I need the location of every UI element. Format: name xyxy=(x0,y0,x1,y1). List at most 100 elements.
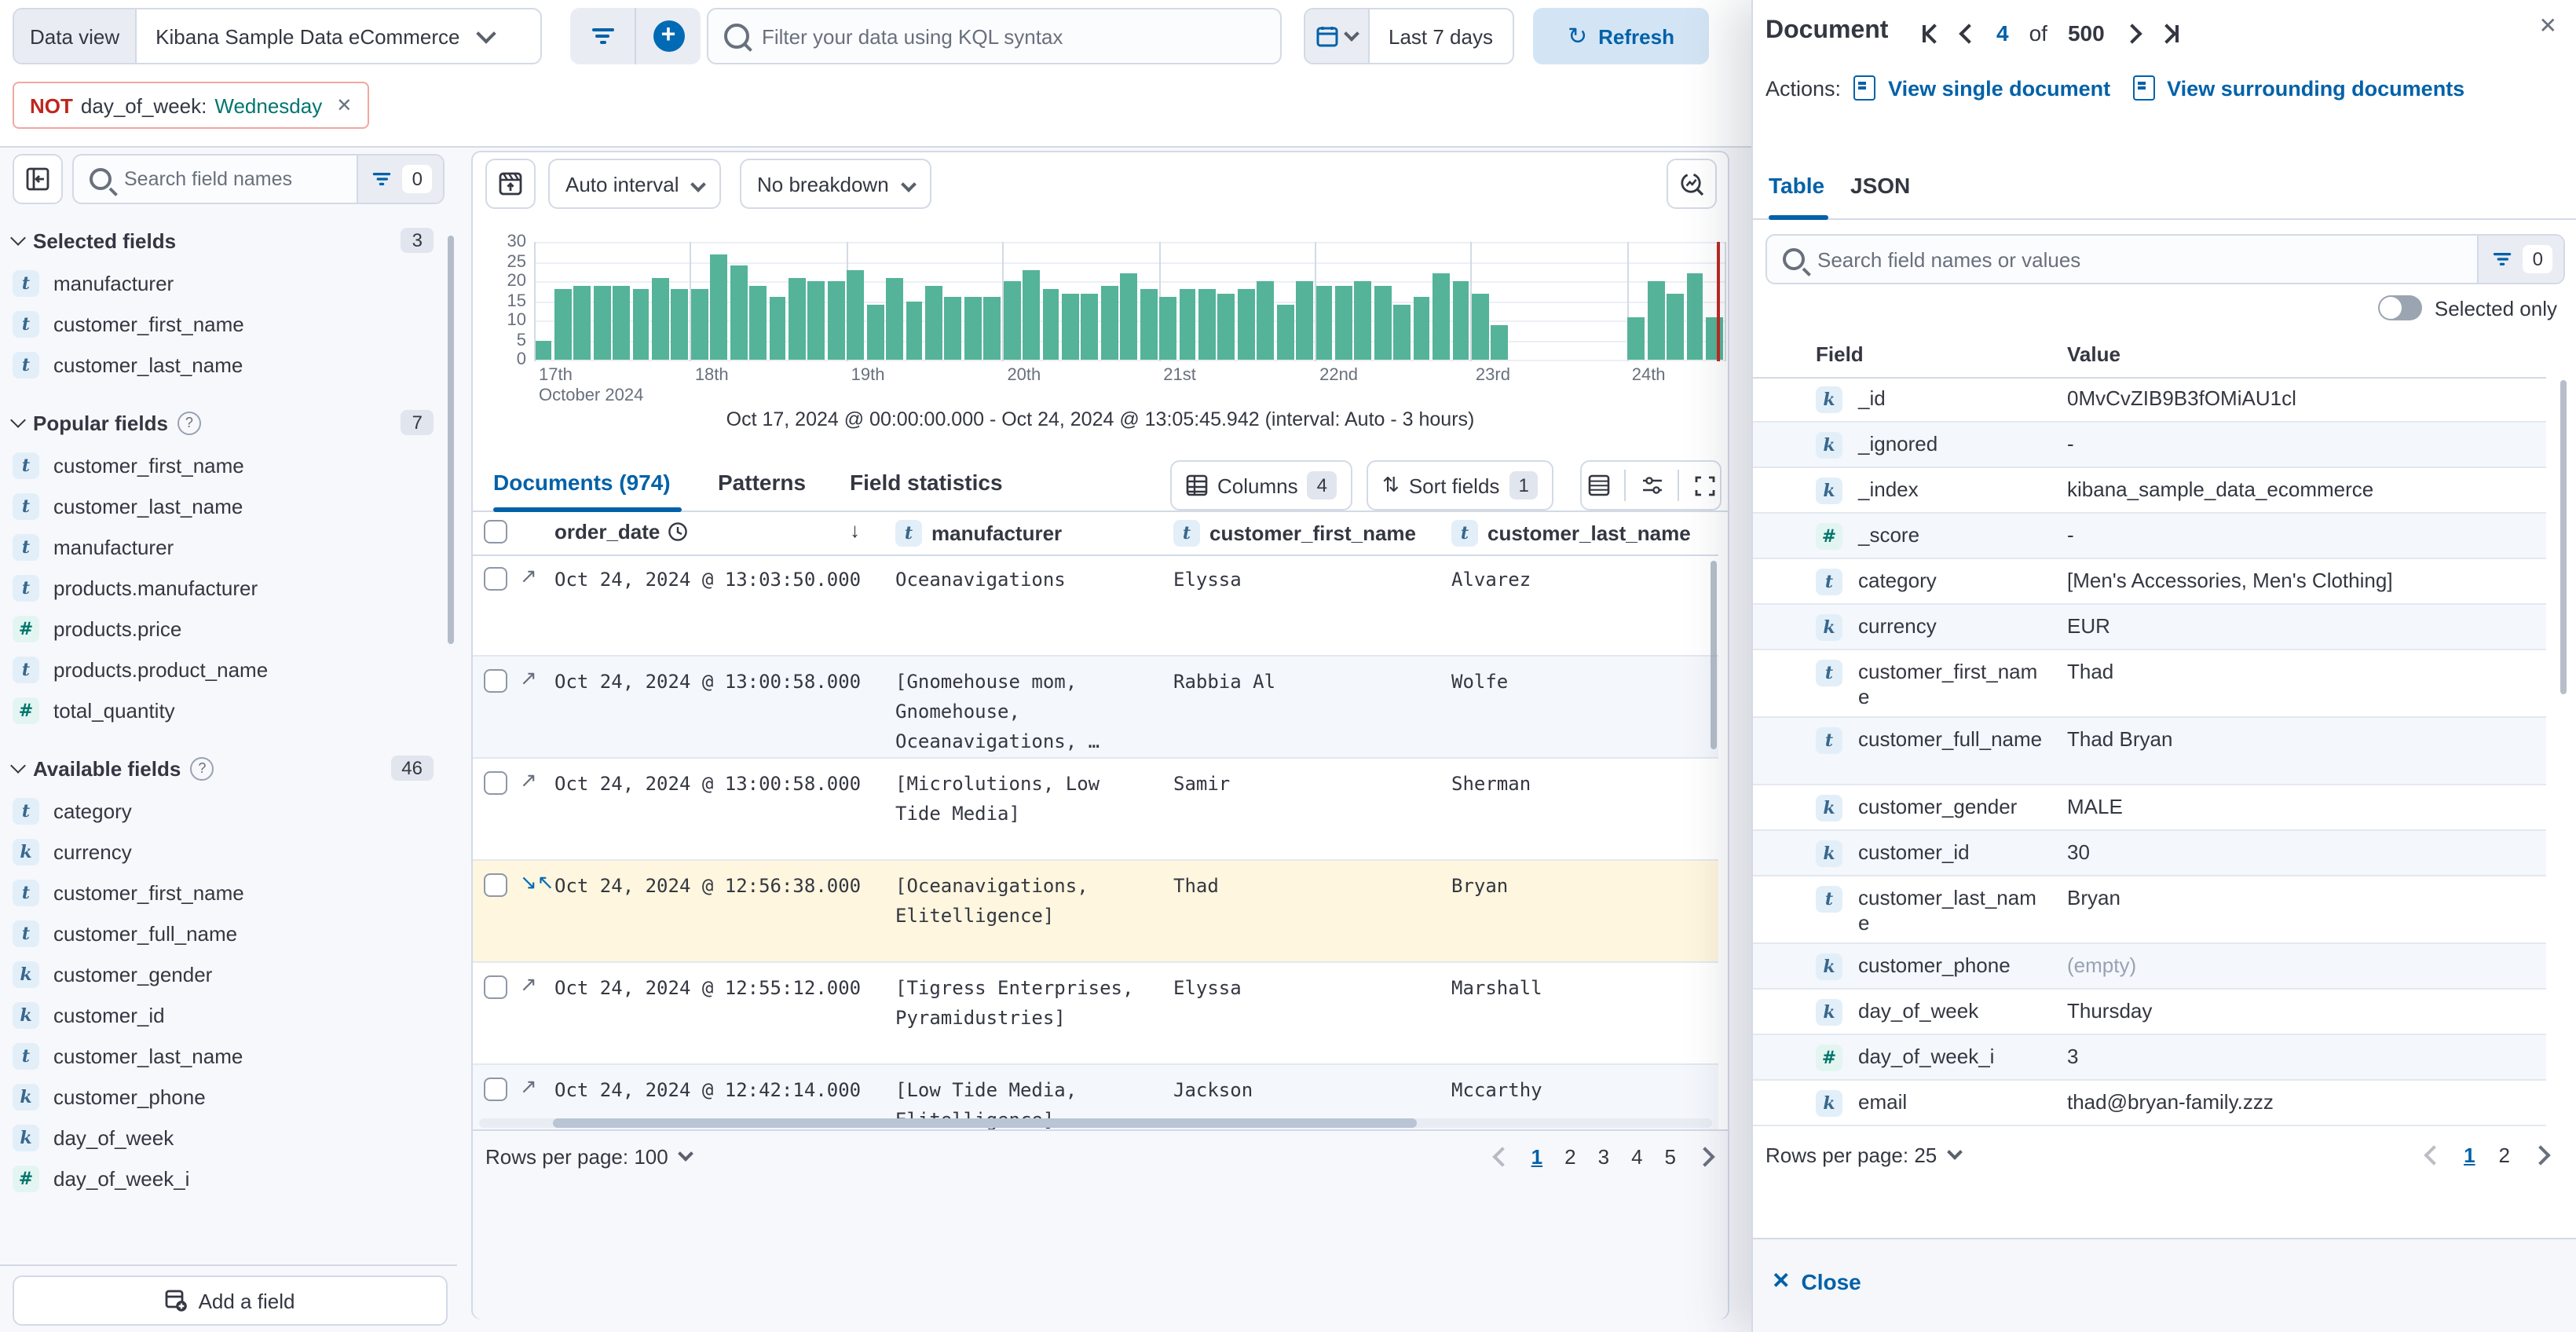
data-view-picker[interactable]: Data view Kibana Sample Data eCommerce xyxy=(13,8,542,64)
columns-button[interactable]: Columns 4 xyxy=(1170,460,1352,510)
histogram-bar[interactable] xyxy=(1491,324,1509,360)
cell-customer-first-name[interactable]: Rabbia Al xyxy=(1173,671,1276,693)
cell-customer-first-name[interactable]: Thad xyxy=(1173,875,1219,897)
help-icon[interactable]: ? xyxy=(190,756,214,780)
histogram-bar[interactable] xyxy=(944,297,962,360)
cell-customer-last-name[interactable]: Wolfe xyxy=(1451,671,1509,693)
next-page-icon[interactable] xyxy=(2530,1145,2551,1166)
next-document-button[interactable] xyxy=(2121,23,2142,43)
field-item-customer-last-name[interactable]: t customer_last_name xyxy=(0,485,446,526)
histogram-bar[interactable] xyxy=(964,297,982,360)
field-item-day-of-week-i[interactable]: # day_of_week_i xyxy=(0,1158,446,1198)
histogram-bar[interactable] xyxy=(1100,285,1118,360)
column-header-order-date[interactable]: order_date xyxy=(554,520,688,543)
field-item-currency[interactable]: k currency xyxy=(0,831,446,872)
histogram-bar[interactable] xyxy=(886,277,903,360)
doc-field-row[interactable]: t customer_last_name Bryan xyxy=(1753,876,2546,944)
add-filter-button[interactable]: + xyxy=(636,8,701,64)
field-item-customer-id[interactable]: k customer_id xyxy=(0,994,446,1035)
cell-manufacturer[interactable]: [Oceanavigations, Elitelligence] xyxy=(895,875,1089,927)
histogram-bar[interactable] xyxy=(1120,273,1138,360)
histogram-bar[interactable] xyxy=(769,297,786,360)
histogram-bar[interactable] xyxy=(749,285,767,360)
previous-document-button[interactable] xyxy=(1959,23,1979,43)
histogram-bar[interactable] xyxy=(1452,281,1469,360)
flyout-table-scrollbar[interactable] xyxy=(2560,380,2567,694)
view-single-document-link[interactable]: View single document xyxy=(1888,76,2111,100)
page-1[interactable]: 1 xyxy=(1531,1145,1543,1169)
field-item-customer-first-name[interactable]: t customer_first_name xyxy=(0,303,446,344)
column-header-customer-first-name[interactable]: t customer_first_name xyxy=(1173,520,1416,547)
row-checkbox[interactable] xyxy=(484,771,507,795)
field-item-total-quantity[interactable]: # total_quantity xyxy=(0,690,446,730)
field-item-day-of-week[interactable]: k day_of_week xyxy=(0,1117,446,1158)
histogram-bar[interactable] xyxy=(1042,289,1059,360)
histogram-bar[interactable] xyxy=(690,289,708,360)
histogram-bar[interactable] xyxy=(1315,285,1333,360)
field-item-customer-first-name[interactable]: t customer_first_name xyxy=(0,872,446,913)
histogram-bar[interactable] xyxy=(1023,269,1040,360)
column-header-manufacturer[interactable]: t manufacturer xyxy=(895,520,1062,547)
next-page-icon[interactable] xyxy=(1695,1147,1715,1167)
histogram-bar[interactable] xyxy=(1198,289,1216,360)
histogram-bar[interactable] xyxy=(730,265,748,360)
density-button[interactable] xyxy=(1582,474,1615,496)
interval-select[interactable]: Auto interval xyxy=(548,159,722,209)
row-checkbox[interactable] xyxy=(484,873,507,897)
field-item-customer-full-name[interactable]: t customer_full_name xyxy=(0,913,446,953)
row-checkbox[interactable] xyxy=(484,1078,507,1101)
breakdown-select[interactable]: No breakdown xyxy=(740,159,931,209)
doc-field-row[interactable]: # _score - xyxy=(1753,514,2546,559)
selected-only-toggle[interactable] xyxy=(2377,295,2422,320)
cell-order-date[interactable]: Oct 24, 2024 @ 12:42:14.000 xyxy=(554,1079,862,1101)
cell-customer-first-name[interactable]: Elyssa xyxy=(1173,569,1242,591)
histogram-bar[interactable] xyxy=(1374,285,1392,360)
expand-document-icon[interactable]: ↗ xyxy=(520,666,537,690)
view-surrounding-documents-link[interactable]: View surrounding documents xyxy=(2167,76,2465,100)
histogram-bar[interactable] xyxy=(925,285,942,360)
histogram-bar[interactable] xyxy=(573,285,591,360)
page-1[interactable]: 1 xyxy=(2464,1144,2475,1167)
section-available-fields[interactable]: Available fields ? 46 xyxy=(0,746,446,790)
histogram-bar[interactable] xyxy=(652,277,669,360)
first-document-button[interactable] xyxy=(1923,23,1945,43)
column-header-customer-last-name[interactable]: t customer_last_name xyxy=(1451,520,1691,547)
cell-customer-last-name[interactable]: Bryan xyxy=(1451,875,1509,897)
page-2[interactable]: 2 xyxy=(1564,1145,1576,1169)
histogram-bar[interactable] xyxy=(1003,281,1021,360)
doc-field-row[interactable]: t customer_first_name Thad xyxy=(1753,650,2546,718)
page-3[interactable]: 3 xyxy=(1597,1145,1610,1169)
histogram-bar[interactable] xyxy=(1237,289,1255,360)
collapse-sidebar-button[interactable] xyxy=(13,154,63,204)
kql-search-bar[interactable]: Filter your data using KQL syntax xyxy=(707,8,1282,64)
flyout-field-search[interactable]: Search field names or values 0 xyxy=(1766,234,2565,284)
field-item-products-product-name[interactable]: t products.product_name xyxy=(0,649,446,690)
histogram-bar[interactable] xyxy=(1433,273,1450,360)
collapse-document-icon[interactable]: ↘↖ xyxy=(520,870,554,894)
field-item-products-price[interactable]: # products.price xyxy=(0,608,446,649)
grid-vertical-scrollbar[interactable] xyxy=(1711,561,1717,749)
edit-visualization-button[interactable] xyxy=(485,159,536,209)
help-icon[interactable]: ? xyxy=(177,411,201,434)
expand-document-icon[interactable]: ↗ xyxy=(520,564,537,587)
histogram-bar[interactable] xyxy=(1354,281,1372,360)
add-field-button[interactable]: Add a field xyxy=(13,1275,448,1326)
histogram-bar[interactable] xyxy=(1413,297,1430,360)
field-item-customer-first-name[interactable]: t customer_first_name xyxy=(0,445,446,485)
doc-field-row[interactable]: t customer_full_name Thad Bryan xyxy=(1753,718,2546,785)
sidebar-field-filter-button[interactable]: 0 xyxy=(357,156,443,203)
histogram-bar[interactable] xyxy=(1257,281,1275,360)
doc-field-row[interactable]: k _ignored - xyxy=(1753,423,2546,468)
histogram-bar[interactable] xyxy=(710,254,728,360)
cell-customer-last-name[interactable]: Marshall xyxy=(1451,977,1542,999)
cell-customer-first-name[interactable]: Samir xyxy=(1173,773,1231,795)
field-item-customer-last-name[interactable]: t customer_last_name xyxy=(0,344,446,385)
histogram-bar[interactable] xyxy=(1276,305,1293,360)
tab-json[interactable]: JSON xyxy=(1850,173,1911,198)
previous-page-icon[interactable] xyxy=(1491,1147,1513,1167)
histogram-bar[interactable] xyxy=(1334,285,1352,360)
doc-field-row[interactable]: k customer_id 30 xyxy=(1753,831,2546,876)
histogram-bar[interactable] xyxy=(1140,289,1158,360)
cell-manufacturer[interactable]: [Microlutions, Low Tide Media] xyxy=(895,773,1100,825)
field-item-category[interactable]: t category xyxy=(0,790,446,831)
